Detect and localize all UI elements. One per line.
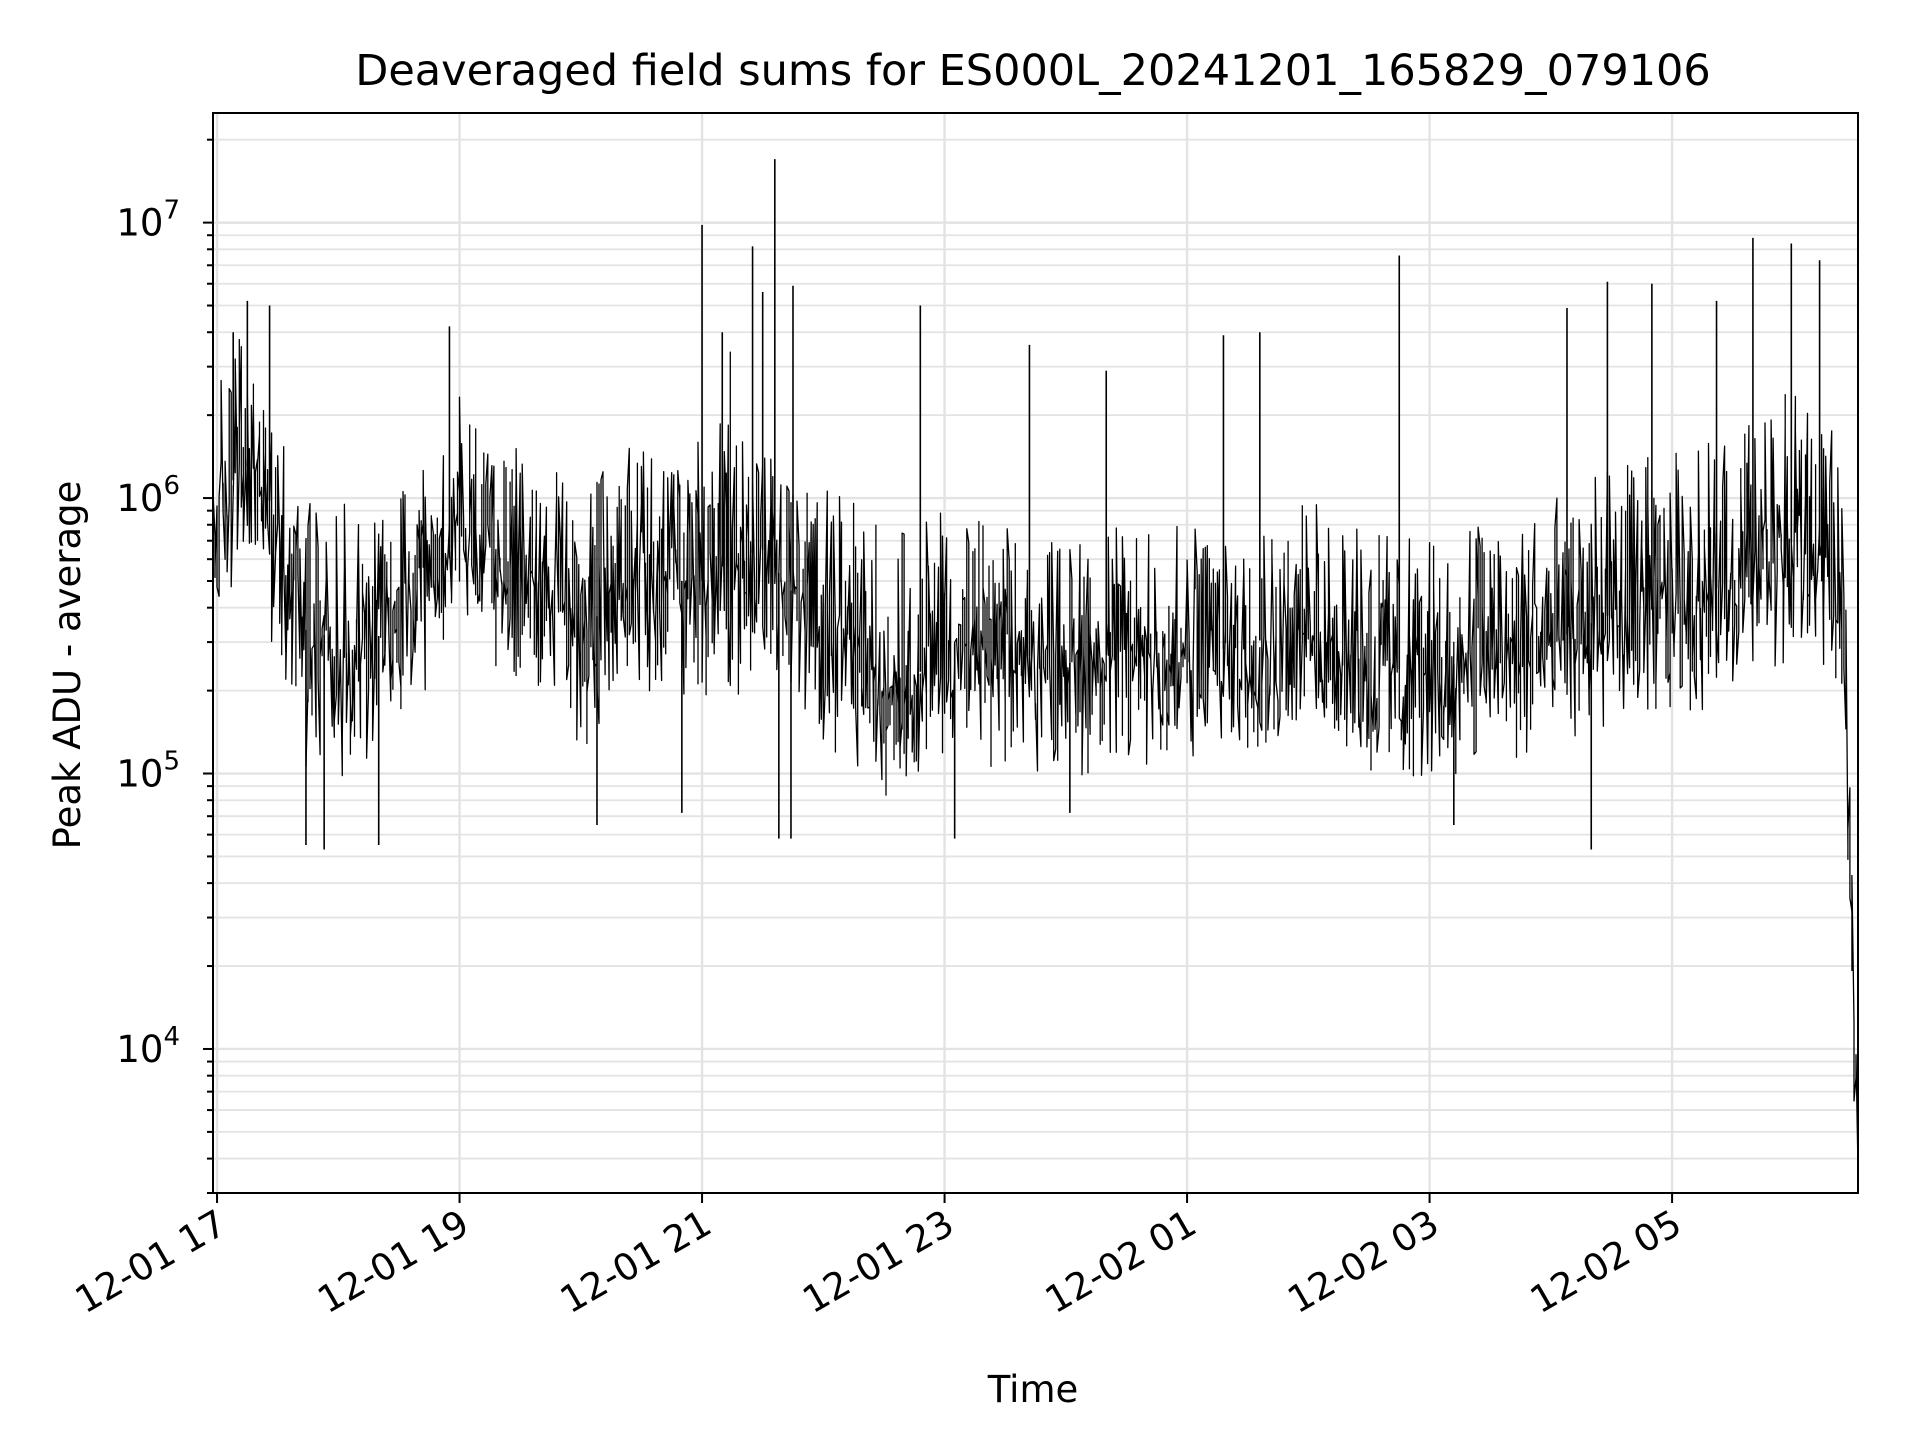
y-tick-label: 106 — [116, 471, 180, 520]
y-tick-base: 10 — [116, 202, 163, 245]
y-tick-label: 105 — [116, 747, 180, 796]
y-tick-exponent: 7 — [163, 196, 180, 226]
y-tick-label: 107 — [116, 196, 180, 245]
chart-title: Deaveraged field sums for ES000L_2024120… — [355, 46, 1711, 96]
y-tick-base: 10 — [116, 477, 163, 520]
y-tick-exponent: 4 — [163, 1022, 180, 1052]
y-tick-exponent: 6 — [163, 471, 180, 501]
plot-frame — [212, 112, 1859, 1194]
y-tick-exponent: 5 — [163, 747, 180, 777]
y-tick-base: 10 — [116, 1028, 163, 1071]
series-line — [212, 338, 1859, 1170]
y-tick-base: 10 — [116, 753, 163, 796]
y-axis-label: Peak ADU - average — [46, 481, 89, 850]
x-axis-label: Time — [987, 1368, 1079, 1411]
data-layer — [212, 159, 1859, 1170]
y-tick-label: 104 — [116, 1022, 180, 1071]
